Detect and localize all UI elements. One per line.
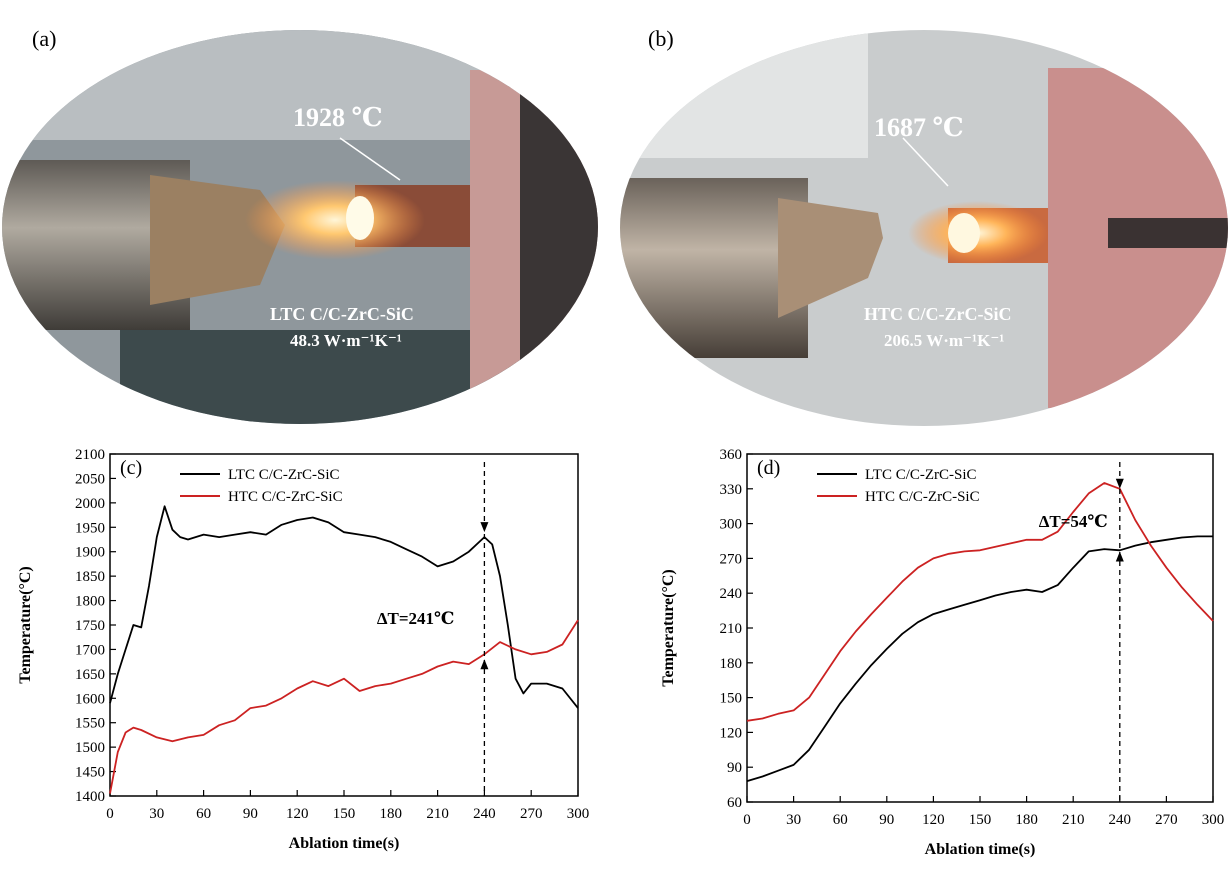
legend-label: HTC C/C-ZrC-SiC xyxy=(865,489,980,505)
x-tick-label: 120 xyxy=(286,806,309,822)
series-line-ltc xyxy=(109,505,579,709)
photo-a-sample: LTC C/C-ZrC-SiC xyxy=(270,304,414,324)
y-tick-label: 1800 xyxy=(75,594,105,610)
panel-label: (d) xyxy=(757,457,780,479)
x-tick-label: 240 xyxy=(1109,812,1132,828)
temperature-arrow xyxy=(902,137,949,187)
x-tick-label: 210 xyxy=(426,806,449,822)
x-tick-label: 30 xyxy=(786,812,801,828)
x-tick-label: 0 xyxy=(743,812,751,828)
legend-label: LTC C/C-ZrC-SiC xyxy=(228,467,340,483)
annotation-arrow-down xyxy=(1115,478,1124,489)
x-tick-label: 210 xyxy=(1062,812,1085,828)
x-tick-label: 60 xyxy=(833,812,848,828)
y-tick-label: 1850 xyxy=(75,569,105,585)
x-tick-label: 90 xyxy=(879,812,894,828)
series-line-htc xyxy=(109,619,579,794)
y-tick-label: 1650 xyxy=(75,667,105,683)
y-tick-label: 1700 xyxy=(75,642,105,658)
legend-label: HTC C/C-ZrC-SiC xyxy=(228,489,343,505)
x-tick-label: 300 xyxy=(567,806,590,822)
series-line-ltc xyxy=(746,535,1213,782)
y-tick-label: 330 xyxy=(720,482,743,498)
y-tick-label: 300 xyxy=(720,517,743,533)
y-tick-label: 2050 xyxy=(75,471,105,487)
x-tick-label: 60 xyxy=(196,806,211,822)
y-tick-label: 90 xyxy=(727,760,742,776)
y-tick-label: 60 xyxy=(727,795,742,811)
y-tick-label: 1600 xyxy=(75,691,105,707)
y-tick-label: 270 xyxy=(720,551,743,567)
y-tick-label: 150 xyxy=(720,691,743,707)
series-line-htc xyxy=(746,482,1214,722)
y-tick-label: 1450 xyxy=(75,765,105,781)
y-tick-label: 210 xyxy=(720,621,743,637)
y-tick-label: 360 xyxy=(720,447,743,463)
y-tick-label: 1550 xyxy=(75,716,105,732)
y-axis-label: Temperature(°C) xyxy=(660,569,677,686)
x-axis-label: Ablation time(s) xyxy=(289,835,400,852)
y-axis-label: Temperature(°C) xyxy=(17,566,34,683)
annotation-arrow-down xyxy=(480,522,489,533)
annotation-label: ΔT=241℃ xyxy=(377,609,455,628)
photo-b-sample: HTC C/C-ZrC-SiC xyxy=(864,304,1012,324)
x-tick-label: 240 xyxy=(473,806,496,822)
y-tick-label: 180 xyxy=(720,656,743,672)
x-tick-label: 0 xyxy=(106,806,114,822)
chart-c: 0 30 60 90 120 150 180 210 240 270 300 1400 1450 1500… xyxy=(17,447,590,852)
x-tick-label: 150 xyxy=(333,806,356,822)
y-tick-label: 1400 xyxy=(75,789,105,805)
y-tick-label: 1750 xyxy=(75,618,105,634)
x-axis-label: Ablation time(s) xyxy=(925,841,1036,858)
annotation-arrow-up xyxy=(1115,551,1124,562)
temperature-arrow xyxy=(339,137,401,181)
panel-label-a: (a) xyxy=(32,26,57,51)
x-tick-label: 150 xyxy=(969,812,992,828)
annotation-arrow-up xyxy=(480,659,489,670)
y-tick-label: 120 xyxy=(720,725,743,741)
photo-b-temperature: 1687 ℃ xyxy=(874,113,964,142)
x-tick-label: 30 xyxy=(149,806,164,822)
photo-a-conductivity: 48.3 W·m⁻¹K⁻¹ xyxy=(290,331,402,350)
y-tick-label: 1900 xyxy=(75,545,105,561)
y-tick-label: 1500 xyxy=(75,740,105,756)
x-tick-label: 120 xyxy=(922,812,945,828)
x-tick-label: 180 xyxy=(380,806,403,822)
y-tick-label: 2000 xyxy=(75,496,105,512)
photo-b: 1687 ℃ HTC C/C-ZrC-SiC 206.5 W·m⁻¹K⁻¹ xyxy=(620,30,1228,426)
photo-a-temperature: 1928 ℃ xyxy=(293,103,383,132)
photo-a: 1928 ℃ LTC C/C-ZrC-SiC 48.3 W·m⁻¹K⁻¹ xyxy=(2,30,598,424)
photo-b-conductivity: 206.5 W·m⁻¹K⁻¹ xyxy=(884,331,1004,350)
legend-label: LTC C/C-ZrC-SiC xyxy=(865,467,977,483)
panel-label-b: (b) xyxy=(648,26,674,51)
y-tick-label: 240 xyxy=(720,586,743,602)
annotation-label: ΔT=54℃ xyxy=(1039,512,1108,531)
x-tick-label: 300 xyxy=(1202,812,1225,828)
chart-d: 0 30 60 90 120 150 180 210 240 270 300 60 90 120 150 18… xyxy=(660,447,1225,858)
x-tick-label: 180 xyxy=(1015,812,1038,828)
y-tick-label: 2100 xyxy=(75,447,105,463)
y-tick-label: 1950 xyxy=(75,520,105,536)
panel-label: (c) xyxy=(120,457,142,479)
plot-frame xyxy=(746,453,1214,803)
x-tick-label: 270 xyxy=(1155,812,1178,828)
x-tick-label: 270 xyxy=(520,806,543,822)
x-tick-label: 90 xyxy=(243,806,258,822)
